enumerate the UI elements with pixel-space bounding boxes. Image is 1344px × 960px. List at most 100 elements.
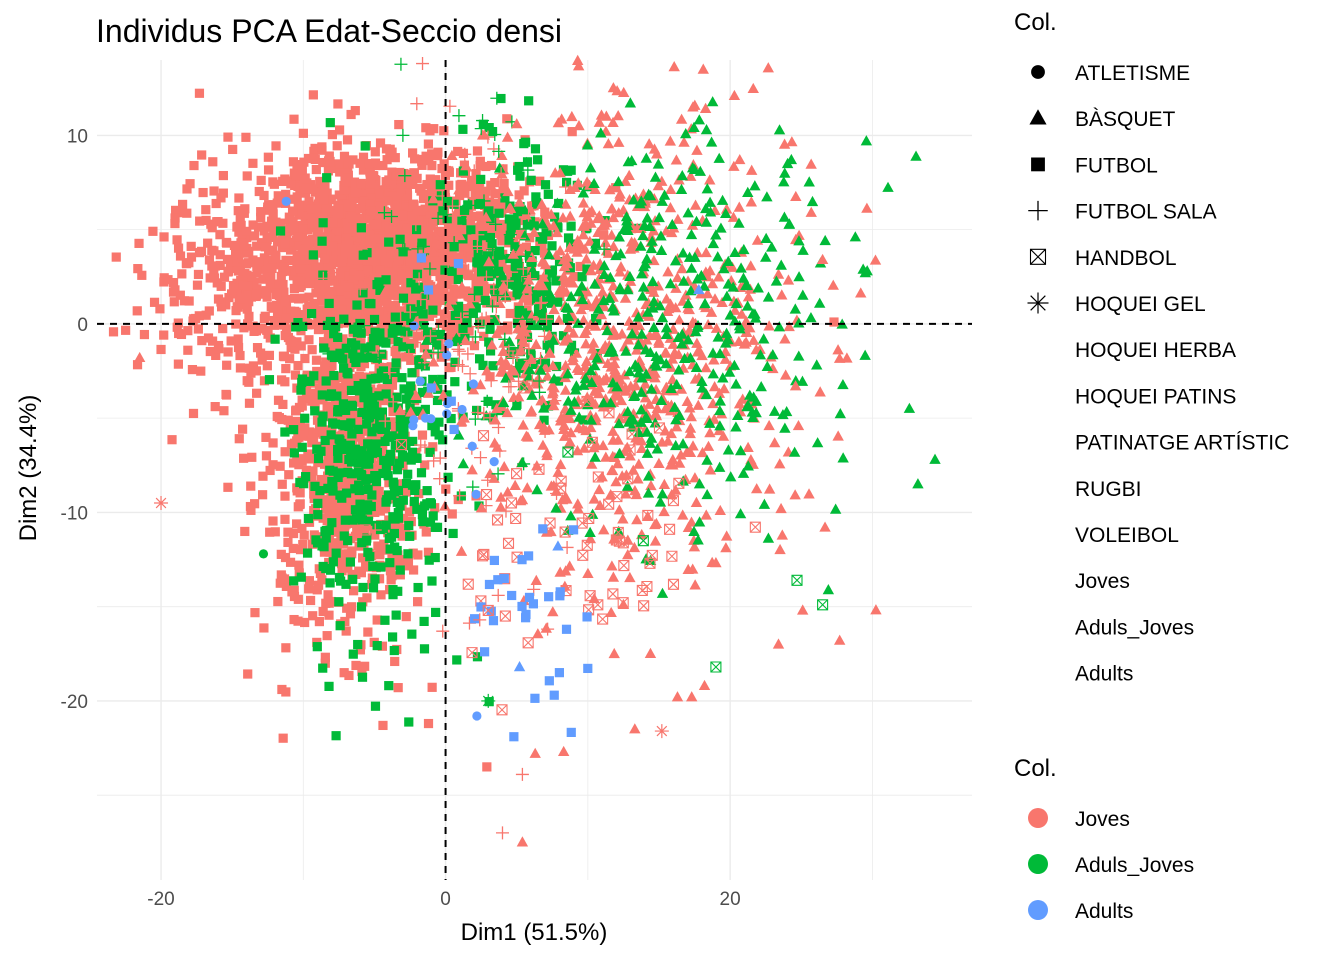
data-point — [660, 358, 672, 369]
data-point — [287, 587, 297, 597]
data-point — [550, 502, 562, 513]
data-point — [383, 209, 393, 219]
data-point — [409, 218, 423, 232]
data-point — [713, 387, 726, 398]
data-point — [498, 186, 508, 196]
data-point — [359, 426, 369, 436]
data-point — [517, 555, 527, 565]
data-point — [532, 378, 544, 389]
data-point — [480, 295, 490, 306]
data-point — [486, 606, 496, 616]
data-point — [632, 339, 645, 350]
data-point — [486, 180, 496, 190]
data-point — [378, 720, 388, 731]
data-point — [182, 208, 192, 218]
data-point — [423, 139, 434, 149]
data-point — [351, 569, 361, 579]
data-point — [411, 234, 421, 244]
data-point — [580, 253, 593, 264]
data-point — [655, 244, 668, 255]
data-point — [676, 338, 688, 349]
data-point — [392, 497, 402, 507]
data-point — [730, 421, 742, 432]
data-point — [564, 210, 576, 221]
data-point — [565, 342, 579, 356]
data-point — [355, 645, 366, 655]
data-point — [328, 241, 338, 251]
data-point — [439, 232, 452, 243]
data-point — [497, 396, 510, 408]
data-point — [691, 321, 704, 332]
data-point — [707, 237, 720, 249]
data-point — [532, 374, 546, 388]
data-point — [717, 430, 730, 441]
data-point — [465, 337, 479, 351]
data-point — [419, 343, 430, 353]
data-point — [289, 614, 299, 625]
data-point — [522, 342, 536, 356]
data-point — [418, 309, 428, 319]
data-point — [620, 488, 632, 499]
data-point — [811, 437, 824, 448]
data-point — [285, 354, 295, 364]
data-point — [184, 296, 194, 306]
data-point — [426, 499, 437, 509]
data-point — [903, 402, 916, 413]
data-point — [761, 191, 773, 202]
data-point — [369, 334, 379, 344]
data-point — [262, 292, 272, 302]
data-point — [358, 597, 368, 607]
data-point — [533, 463, 545, 475]
data-point — [467, 164, 481, 178]
data-point — [775, 502, 787, 514]
data-point — [420, 501, 430, 511]
data-point — [315, 324, 326, 334]
data-point — [489, 259, 499, 269]
data-point — [507, 248, 519, 259]
data-point — [698, 280, 711, 291]
data-point — [612, 434, 624, 445]
data-point — [482, 762, 492, 772]
data-point — [322, 347, 336, 361]
data-point — [760, 232, 772, 243]
data-point — [397, 373, 407, 383]
data-point — [378, 251, 388, 261]
data-point — [349, 315, 359, 325]
data-point — [660, 225, 673, 236]
data-point — [544, 289, 557, 300]
data-point — [281, 581, 291, 592]
data-point — [719, 337, 732, 348]
data-point — [473, 286, 483, 296]
data-point — [298, 321, 308, 331]
data-point — [349, 353, 359, 364]
data-point — [296, 341, 306, 351]
data-point — [296, 385, 306, 395]
data-point — [580, 338, 592, 349]
data-point — [701, 287, 714, 299]
data-point — [571, 362, 584, 373]
data-point — [420, 404, 430, 415]
data-point — [358, 582, 368, 593]
data-point — [700, 246, 712, 258]
data-point — [485, 232, 496, 243]
data-point — [432, 340, 442, 350]
data-point — [651, 360, 663, 371]
data-point — [475, 156, 485, 166]
data-point — [485, 372, 495, 382]
data-point — [619, 292, 632, 303]
data-point — [566, 727, 576, 737]
data-point — [667, 459, 679, 470]
data-point — [637, 229, 649, 241]
data-point — [299, 530, 309, 540]
data-point — [688, 121, 700, 133]
data-point — [244, 363, 254, 373]
data-point — [528, 599, 538, 609]
data-point — [387, 328, 397, 338]
data-point — [137, 270, 147, 280]
data-point — [493, 250, 503, 260]
data-point — [481, 473, 495, 487]
data-point — [316, 271, 330, 285]
data-point — [817, 599, 829, 611]
data-point — [929, 453, 941, 464]
data-point — [334, 343, 344, 353]
